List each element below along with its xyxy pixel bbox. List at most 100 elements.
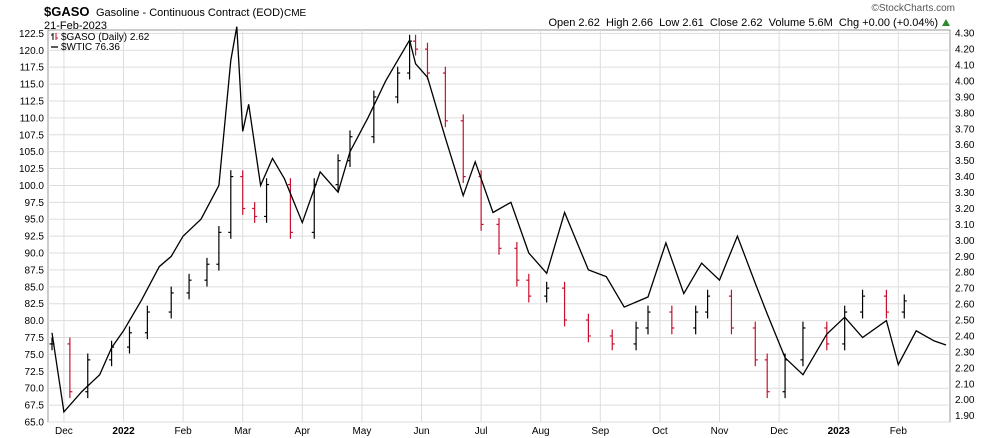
ohlc-bar — [395, 66, 401, 104]
ohlc-bar — [669, 305, 675, 335]
left-tick-label: 117.5 — [20, 63, 45, 74]
ohlc-bar — [860, 289, 866, 319]
right-tick-label: 4.00 — [955, 76, 975, 87]
ohlc-bar — [901, 294, 907, 319]
right-tick-label: 4.30 — [955, 29, 975, 40]
left-tick-label: 100.0 — [19, 181, 44, 192]
left-tick-label: 85.0 — [25, 282, 45, 293]
chart-date: 21-Feb-2023 — [44, 20, 107, 32]
x-tick-label: Apr — [295, 426, 311, 437]
x-tick-label: May — [352, 426, 371, 437]
ohlc-bar — [496, 218, 502, 255]
right-tick-label: 2.00 — [955, 395, 975, 406]
ohlc-bar — [585, 313, 591, 343]
right-tick-label: 2.30 — [955, 347, 975, 358]
wtic-line-series — [51, 26, 947, 414]
ohlc-bar — [609, 329, 615, 351]
symbol-description: Gasoline - Continuous Contract (EOD) — [96, 7, 284, 19]
left-tick-label: 67.5 — [25, 401, 45, 412]
left-tick-label: 115.0 — [20, 80, 45, 91]
ohlc-bar — [526, 273, 532, 303]
x-tick-label: Feb — [890, 426, 908, 437]
right-tick-label: 3.10 — [955, 220, 975, 231]
left-tick-label: 107.5 — [19, 130, 44, 141]
x-tick-label: Mar — [234, 426, 252, 437]
right-tick-label: 2.60 — [955, 300, 975, 311]
ohlc-bar — [645, 305, 651, 335]
left-tick-label: 82.5 — [25, 299, 45, 310]
right-tick-label: 1.90 — [955, 411, 975, 422]
ohlc-bar — [144, 305, 150, 340]
right-tick-label: 3.70 — [955, 124, 975, 135]
legend-ohlc-icon — [51, 33, 58, 40]
change-up-arrow-icon — [942, 19, 950, 26]
watermark: ©StockCharts.com — [871, 3, 955, 14]
ohlc-bar — [264, 178, 270, 223]
ohlc-bar — [228, 170, 234, 239]
ohlc-bar — [883, 289, 889, 319]
left-tick-label: 122.5 — [19, 29, 44, 40]
right-tick-label: 3.50 — [955, 156, 975, 167]
ohlc-bar — [544, 281, 550, 303]
left-tick-label: 80.0 — [25, 316, 45, 327]
ohlc-bar — [252, 202, 258, 223]
x-tick-label: Jun — [413, 426, 429, 437]
right-tick-label: 2.70 — [955, 284, 975, 295]
right-tick-label: 2.20 — [955, 363, 975, 374]
ohlc-bar — [460, 114, 466, 183]
legend-wtic-label: $WTIC 76.36 — [61, 42, 120, 53]
ohlc-bar — [240, 170, 246, 215]
right-tick-label: 2.40 — [955, 331, 975, 342]
right-tick-label: 4.20 — [955, 45, 975, 56]
left-tick-label: 105.0 — [19, 147, 44, 158]
ohlc-bar — [186, 273, 192, 300]
x-tick-label: Jul — [475, 426, 488, 437]
ohlc-bar — [800, 321, 806, 367]
left-tick-label: 110.0 — [20, 113, 45, 124]
left-tick-label: 75.0 — [25, 350, 45, 361]
left-tick-label: 112.5 — [20, 96, 45, 107]
right-tick-label: 2.80 — [955, 268, 975, 279]
right-tick-label: 3.80 — [955, 108, 975, 119]
ohlc-bar — [824, 321, 830, 351]
ohlc-bar — [413, 34, 419, 56]
ohlc-bar — [287, 178, 293, 239]
left-tick-label: 92.5 — [25, 232, 45, 243]
x-tick-label: Feb — [175, 426, 193, 437]
left-tick-label: 70.0 — [25, 384, 45, 395]
left-tick-label: 90.0 — [25, 249, 45, 260]
ohlc-bar — [562, 281, 568, 327]
ohlc-bar — [216, 226, 222, 271]
left-tick-label: 77.5 — [25, 333, 45, 344]
ohlc-bar — [204, 257, 210, 287]
left-tick-label: 72.5 — [25, 367, 45, 378]
right-tick-label: 3.00 — [955, 236, 975, 247]
ohlc-bar — [335, 154, 341, 191]
right-tick-label: 2.90 — [955, 252, 975, 263]
x-axis: Dec 2022 Feb Mar Apr May Jun Jul Aug Sep Oct Nov Dec… — [55, 426, 907, 437]
ohlc-bar — [705, 289, 711, 319]
ohlc-readout: Open 2.62 High 2.66 Low 2.61 Close 2.62 … — [548, 17, 938, 29]
gaso-ohlc-series — [49, 34, 907, 399]
x-tick-label: Sep — [591, 426, 609, 437]
right-axis: 1.90 2.00 2.10 2.20 2.30 2.40 2.50 2.60 2.70 2.80… — [955, 29, 975, 422]
x-tick-label: Oct — [652, 426, 668, 437]
left-tick-label: 102.5 — [19, 164, 44, 175]
symbol-title: $GASO — [44, 4, 90, 19]
ohlc-bar — [633, 321, 639, 351]
x-tick-label: Dec — [770, 426, 788, 437]
ohlc-bar — [752, 321, 758, 367]
x-tick-label: Nov — [711, 426, 729, 437]
ohlc-bar — [168, 286, 174, 319]
right-tick-label: 3.30 — [955, 188, 975, 199]
ohlc-bar — [126, 326, 132, 354]
x-tick-label: 2023 — [828, 426, 851, 437]
right-tick-label: 3.40 — [955, 172, 975, 183]
left-tick-label: 87.5 — [25, 265, 45, 276]
ohlc-bar — [67, 337, 73, 399]
left-tick-label: 95.0 — [25, 215, 45, 226]
ohlc-bar — [514, 241, 520, 287]
ohlc-bar — [442, 66, 448, 128]
ohlc-bar — [85, 353, 91, 399]
